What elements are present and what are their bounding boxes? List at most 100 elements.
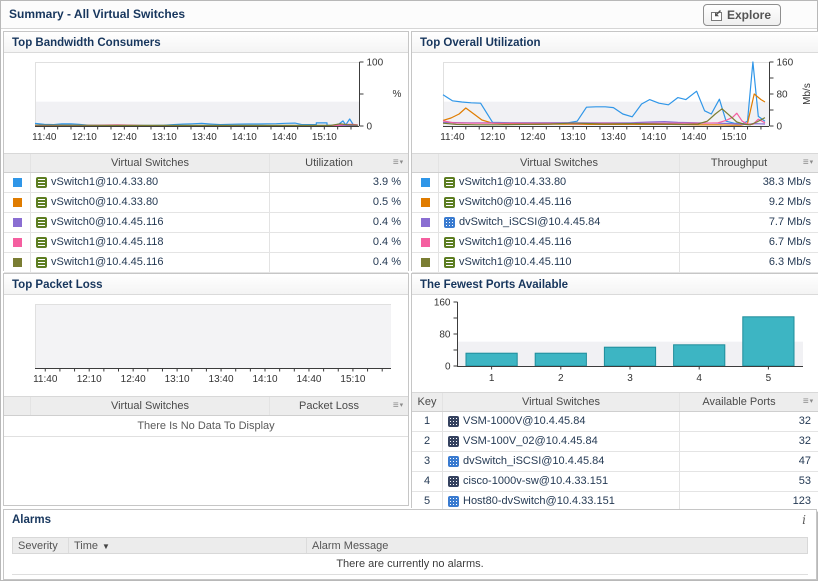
table-row[interactable]: vSwitch1@10.4.45.118 0.4 %: [4, 233, 408, 253]
switch-name-cell: Host80-dvSwitch@10.4.33.151: [443, 492, 680, 511]
svg-text:13:10: 13:10: [165, 374, 190, 385]
table-header-row: Key Virtual Switches Available Ports ≡ ▾: [412, 392, 818, 412]
table-row[interactable]: 3 dvSwitch_iSCSI@10.4.45.84 47: [412, 452, 818, 472]
table-row[interactable]: vSwitch1@10.4.33.80 38.3 Mb/s: [412, 173, 818, 193]
explore-button[interactable]: Explore: [702, 4, 781, 26]
svg-text:12:10: 12:10: [480, 132, 505, 143]
chevron-down-icon: ▾: [809, 398, 814, 405]
svg-text:11:40: 11:40: [440, 132, 465, 143]
svg-text:12:40: 12:40: [121, 374, 146, 385]
key-cell: 4: [412, 472, 443, 491]
overall-utilization-table: Virtual Switches Throughput ≡ ▾ vSwitch1@10.…: [412, 153, 818, 273]
alarms-title: Alarms: [12, 514, 51, 526]
value-cell: 6.7 Mb/s: [768, 236, 811, 248]
series-color-swatch: [12, 198, 22, 207]
switch-name-label: vSwitch1@10.4.33.80: [51, 176, 159, 188]
key-column-header[interactable]: [412, 154, 439, 172]
value-cell: 3.9 %: [372, 176, 401, 188]
column-customizer-icon[interactable]: ≡ ▾: [392, 157, 404, 168]
key-column-header[interactable]: Key: [412, 393, 443, 411]
svg-text:5: 5: [766, 373, 772, 384]
panel-title: Top Packet Loss: [4, 274, 408, 295]
svg-text:2: 2: [558, 373, 564, 384]
key-column-header[interactable]: [4, 154, 31, 172]
value-cell: 6.3 Mb/s: [768, 256, 811, 268]
switch-name-cell: vSwitch0@10.4.33.80: [31, 193, 270, 212]
table-row[interactable]: vSwitch1@10.4.45.116 6.7 Mb/s: [412, 233, 818, 253]
table-row[interactable]: 4 cisco-1000v-sw@10.4.33.151 53: [412, 472, 818, 492]
column-customizer-icon[interactable]: ≡ ▾: [802, 396, 814, 407]
svg-text:14:40: 14:40: [272, 132, 297, 143]
dvswitch-icon: [448, 456, 459, 467]
svg-text:14:10: 14:10: [641, 132, 666, 143]
svg-text:13:40: 13:40: [209, 374, 234, 385]
value-cell: 38.3 Mb/s: [762, 176, 811, 188]
series-color-swatch: [420, 218, 430, 227]
switch-name-cell: vSwitch0@10.4.45.116: [31, 213, 270, 232]
table-row[interactable]: dvSwitch_iSCSI@10.4.45.84 7.7 Mb/s: [412, 213, 818, 233]
switch-name-cell: VSM-1000V@10.4.45.84: [443, 412, 680, 431]
switch-name-cell: vSwitch0@10.4.45.116: [439, 193, 680, 212]
switch-name-label: VSM-1000V@10.4.45.84: [463, 415, 586, 427]
key-cell: 3: [412, 452, 443, 471]
vswitch-icon: [36, 257, 47, 268]
bandwidth-consumers-chart: 11:40 12:10 12:40 13:10 13:40 14:10 14:40 15:10…: [5, 54, 407, 150]
switch-name-label: vSwitch0@10.4.45.116: [51, 216, 164, 228]
value-column-header[interactable]: Packet Loss: [299, 400, 359, 412]
switch-name-label: vSwitch0@10.4.33.80: [51, 196, 159, 208]
series-color-swatch: [420, 238, 430, 247]
table-row[interactable]: 1 VSM-1000V@10.4.45.84 32: [412, 412, 818, 432]
value-cell: 47: [798, 455, 811, 467]
key-cell: [412, 173, 439, 192]
svg-text:Mb/s: Mb/s: [802, 83, 813, 105]
svg-text:13:40: 13:40: [601, 132, 626, 143]
table-header-row: Virtual Switches Packet Loss ≡ ▾: [4, 396, 408, 416]
svg-text:0: 0: [777, 122, 783, 133]
value-cell: 7.7 Mb/s: [768, 216, 811, 228]
menu-cell: ≡ ▾: [388, 397, 408, 415]
time-column-header[interactable]: Time ▼: [69, 538, 307, 553]
value-column-header[interactable]: Available Ports: [702, 396, 776, 408]
series-color-swatch: [420, 258, 430, 267]
key-column-header[interactable]: [4, 397, 31, 415]
column-customizer-icon[interactable]: ≡ ▾: [392, 400, 404, 411]
switch-name-label: Host80-dvSwitch@10.4.33.151: [463, 495, 615, 507]
key-cell: [4, 253, 31, 272]
value-cell: 0.4 %: [372, 216, 401, 228]
value-column-header[interactable]: Utilization: [305, 157, 353, 169]
table-row[interactable]: vSwitch0@10.4.33.80 0.5 %: [4, 193, 408, 213]
svg-text:1: 1: [489, 373, 495, 384]
table-row[interactable]: vSwitch0@10.4.45.116 0.4 %: [4, 213, 408, 233]
name-column-header[interactable]: Virtual Switches: [31, 154, 270, 172]
svg-text:100: 100: [367, 58, 384, 69]
name-column-header[interactable]: Virtual Switches: [439, 154, 680, 172]
severity-column-header[interactable]: Severity: [13, 538, 69, 553]
table-row[interactable]: 2 VSM-100V_02@10.4.45.84 32: [412, 432, 818, 452]
value-column-header[interactable]: Throughput: [710, 157, 768, 169]
header-bar: Summary - All Virtual Switches Explore: [1, 1, 817, 29]
key-cell: [412, 193, 439, 212]
dvswitch-icon: [444, 217, 455, 228]
info-icon[interactable]: i: [802, 513, 806, 527]
table-row[interactable]: vSwitch1@10.4.45.110 6.3 Mb/s: [412, 253, 818, 273]
value-cell: 32: [798, 415, 811, 427]
key-cell: [4, 173, 31, 192]
name-column-header[interactable]: Virtual Switches: [443, 393, 680, 411]
column-customizer-icon[interactable]: ≡ ▾: [802, 157, 814, 168]
switch-name-cell: dvSwitch_iSCSI@10.4.45.84: [439, 213, 680, 232]
name-column-header[interactable]: Virtual Switches: [31, 397, 270, 415]
value-cell: 0.4 %: [372, 236, 401, 248]
series-color-swatch: [12, 258, 22, 267]
switch-name-cell: dvSwitch_iSCSI@10.4.45.84: [443, 452, 680, 471]
svg-text:12:10: 12:10: [77, 374, 102, 385]
svg-text:4: 4: [696, 373, 702, 384]
key-cell: [4, 193, 31, 212]
table-row[interactable]: vSwitch1@10.4.45.116 0.4 %: [4, 253, 408, 273]
table-row[interactable]: vSwitch0@10.4.45.116 9.2 Mb/s: [412, 193, 818, 213]
alarm-message-column-header[interactable]: Alarm Message: [312, 540, 389, 552]
chevron-down-icon: ▾: [809, 159, 814, 166]
svg-text:0: 0: [445, 362, 451, 373]
series-color-swatch: [420, 178, 430, 187]
table-row[interactable]: vSwitch1@10.4.33.80 3.9 %: [4, 173, 408, 193]
value-cell: 123: [792, 495, 811, 507]
